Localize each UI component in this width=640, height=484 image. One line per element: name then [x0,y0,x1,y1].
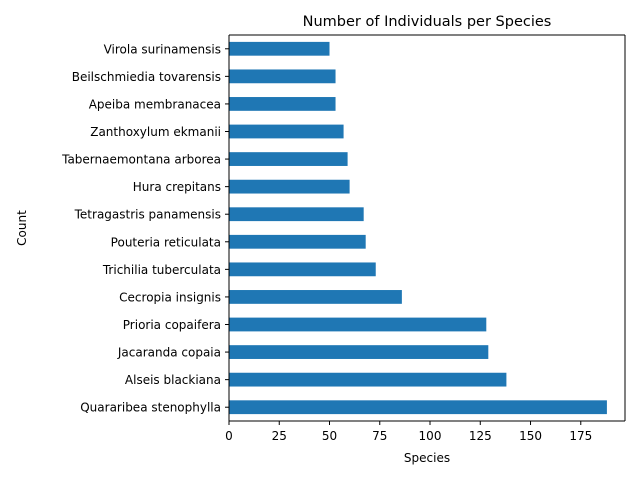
y-tick-label: Virola surinamensis [104,42,221,56]
bar-8 [229,179,350,194]
bar-4 [229,290,402,304]
y-tick-label: Jacaranda copaia [117,346,221,360]
y-tick-label: Zanthoxylum ekmanii [90,125,221,139]
bar-2 [229,345,489,359]
bar-10 [229,124,344,139]
chart-title: Number of Individuals per Species [303,14,552,30]
axes-spines [228,34,626,422]
bar-6 [229,234,366,249]
x-tick-label: 0 [225,429,233,443]
x-tick-label: 150 [519,429,542,443]
bar-12 [229,69,336,84]
y-axis-label: Count [15,210,29,246]
y-tick-label: Quararibea stenophylla [80,401,221,415]
y-tick-label: Pouteria reticulata [111,235,221,249]
y-tick-label: Apeiba membranacea [89,97,221,111]
bar-0 [229,400,607,415]
x-tick-label: 75 [372,429,387,443]
x-axis-label: Species [404,451,450,465]
bar-7 [229,207,364,222]
y-tick-label: Hura crepitans [133,180,221,194]
x-tick-label: 175 [569,429,592,443]
bars-group [229,41,607,415]
bar-11 [229,97,336,111]
x-tick-label: 100 [419,429,442,443]
x-tick-label: 25 [272,429,287,443]
y-tick-label: Alseis blackiana [125,373,221,387]
bar-1 [229,372,507,387]
y-tick-label: Beilschmiedia tovarensis [72,70,221,84]
y-tick-label: Prioria copaifera [123,318,221,332]
y-tick-label: Trichilia tuberculata [102,263,221,277]
x-tick-label: 125 [469,429,492,443]
bar-13 [229,41,330,56]
y-tick-label: Cecropia insignis [119,290,221,304]
y-tick-label: Tetragastris panamensis [74,208,221,222]
x-ticks-group: 0 25 50 75 100 125 150 175 [225,421,592,443]
x-tick-label: 50 [322,429,337,443]
bar-3 [229,317,487,332]
y-ticks-group: Quararibea stenophylla Alseis blackiana Ja… [61,42,229,415]
y-tick-label: Tabernaemontana arborea [61,153,221,167]
bar-5 [229,262,376,277]
bar-9 [229,152,348,166]
